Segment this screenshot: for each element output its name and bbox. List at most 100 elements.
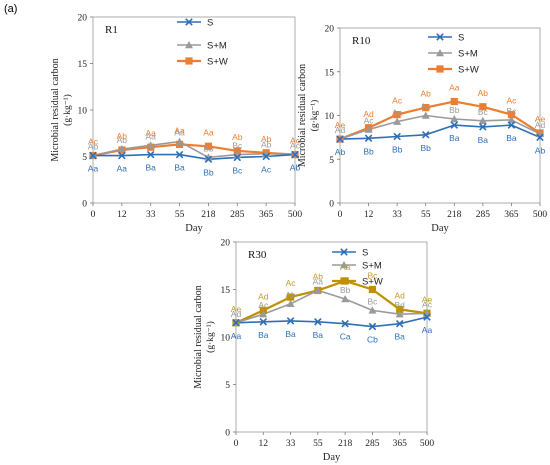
- r10-legend-label-s: S: [458, 33, 464, 44]
- r30-point-s-m: [286, 299, 295, 307]
- r1-significance-label-s-m: Ab: [117, 135, 128, 145]
- r1-legend-label-s-m: S+M: [207, 41, 227, 52]
- r10-significance-label-s-m: Aa: [392, 108, 403, 118]
- r10-legend-marker-s: [436, 33, 444, 41]
- r1-point-s: [89, 151, 97, 160]
- r30-xtick-label: 365: [393, 439, 408, 449]
- r30-ytick-label: 15: [221, 286, 231, 296]
- r1-xtick-label: 0: [91, 210, 96, 220]
- r1-significance-label-s-w: Aa: [203, 127, 214, 137]
- r30-xtick-label: 12: [259, 439, 269, 449]
- r30-point-s-w: [396, 305, 404, 314]
- r1-point-s-m: [146, 141, 155, 149]
- r10-significance-label-s: Bb: [392, 145, 403, 155]
- r30-xtick-label: 33: [286, 439, 296, 449]
- r10-legend-marker-s-m: [436, 49, 444, 57]
- r30-panel-title: R30: [248, 249, 267, 261]
- r1-significance-label-s: Ba: [146, 163, 157, 173]
- r10-significance-label-s-m: Bb: [449, 105, 460, 115]
- r30-significance-label-s-m: Aa: [313, 276, 324, 286]
- r30-significance-label-s-w: Ad: [258, 291, 269, 301]
- r10-significance-label-s: Ab: [535, 145, 546, 155]
- r1-legend-label-s-w: S+W: [207, 57, 228, 68]
- r10-significance-label-s: Ba: [478, 135, 489, 145]
- r10-point-s-m: [393, 117, 402, 125]
- r30-significance-label-s-m: Ac: [258, 300, 269, 310]
- r30-xtick-label: 0: [234, 439, 239, 449]
- r30-significance-label-s: Ba: [395, 332, 406, 342]
- r10-x-axis-title: Day: [431, 223, 449, 234]
- r1-series-line-s-w: [92, 143, 296, 157]
- r30-series-line-s: [235, 316, 428, 328]
- r10-series-line-s: [339, 124, 541, 140]
- r10-significance-label-s-w: Ad: [363, 109, 374, 119]
- r30-point-s: [423, 313, 431, 321]
- r10-point-s-w: [507, 111, 516, 119]
- r30-point-s-m: [259, 310, 268, 318]
- r10-significance-label-s: Ba: [506, 133, 517, 143]
- r1-ytick-label: 0: [82, 200, 87, 210]
- r1-significance-label-s-w: Ac: [290, 136, 301, 146]
- r1-significance-label-s-m: Ac: [290, 141, 301, 151]
- r10-point-s-w: [393, 111, 401, 119]
- r1-significance-label-s-m: Bc: [232, 141, 243, 151]
- r10-xtick-label: 285: [476, 210, 491, 220]
- r1-significance-label-s: Ba: [174, 163, 185, 173]
- r10-xtick-label: 0: [338, 210, 343, 220]
- r30-significance-label-s-m: Ad: [231, 309, 242, 319]
- r1-significance-label-s: Bc: [232, 165, 243, 175]
- r10-legend-label-s-m: S+M: [458, 49, 478, 60]
- r10-y-axis-title: Microbial residual carbon: [297, 64, 308, 167]
- r30-significance-label-s: Cb: [367, 335, 378, 345]
- r1-y-axis-title: Microbial residual carbon: [50, 58, 61, 161]
- r10-point-s-m: [421, 111, 430, 119]
- r1-point-s: [233, 153, 242, 162]
- r30-significance-label-s-m: Bb: [340, 285, 351, 295]
- r30-point-s-w: [286, 293, 295, 301]
- r30-ytick-label: 0: [225, 429, 230, 439]
- r30-y-axis-unit: (g·kg⁻¹): [205, 321, 216, 353]
- r10-significance-label-s-w: Ae: [535, 114, 546, 124]
- r30-point-s-m: [313, 286, 322, 294]
- r10-significance-label-s: Bb: [363, 146, 374, 156]
- figure-panel-label: (a): [4, 3, 18, 15]
- r10-point-s: [364, 134, 373, 143]
- r1-point-s: [118, 151, 126, 160]
- r1-point-s: [175, 150, 184, 159]
- r30-significance-label-s: Ca: [340, 332, 351, 342]
- r1-point-s-w: [204, 142, 213, 150]
- r1-significance-label-s-m: Bb: [203, 143, 214, 153]
- r10-significance-label-s-m: Aa: [421, 102, 432, 112]
- r1-series-line-s: [93, 153, 296, 161]
- r10-point-s-w: [422, 104, 430, 112]
- r10-panel-title: R10: [352, 35, 371, 47]
- r10-y-axis-unit: (g·kg⁻¹): [309, 100, 320, 132]
- r1-x-axis-title: Day: [185, 223, 203, 234]
- r30-y-axis-title: Microbial residual carbon: [193, 285, 204, 388]
- r1-significance-label-s-m: Ab: [88, 142, 99, 152]
- r30-point-s: [286, 317, 295, 325]
- r10-point-s: [450, 121, 459, 129]
- r30-significance-label-s-m: Bd: [395, 300, 406, 310]
- r30-significance-label-s-w: Ac: [286, 278, 297, 288]
- r1-xtick-label: 12: [117, 210, 127, 220]
- r30-significance-label-s: Ba: [285, 329, 296, 339]
- r30-significance-label-s: Ba: [258, 330, 269, 340]
- r30-xtick-label: 285: [365, 439, 380, 449]
- r10-point-s: [536, 133, 544, 142]
- r10-significance-label-s-m: Ad: [335, 125, 346, 135]
- r30-point-s: [341, 319, 349, 328]
- r30-point-s-m: [341, 295, 350, 303]
- r10-significance-label-s-w: Ae: [335, 120, 346, 130]
- r1-point-s: [291, 150, 299, 159]
- r30-point-s-w: [368, 285, 377, 294]
- r30-legend-marker-s: [340, 248, 348, 256]
- r10-series-line-s-w: [339, 100, 541, 141]
- r10-significance-label-s-w: Ac: [506, 96, 517, 106]
- r10-point-s: [479, 123, 487, 131]
- r1-xtick-label: 285: [230, 210, 245, 220]
- r30-ytick-label: 20: [221, 239, 231, 249]
- r1-significance-label-s-m: Ab: [261, 140, 272, 150]
- r1-point-s: [204, 155, 213, 164]
